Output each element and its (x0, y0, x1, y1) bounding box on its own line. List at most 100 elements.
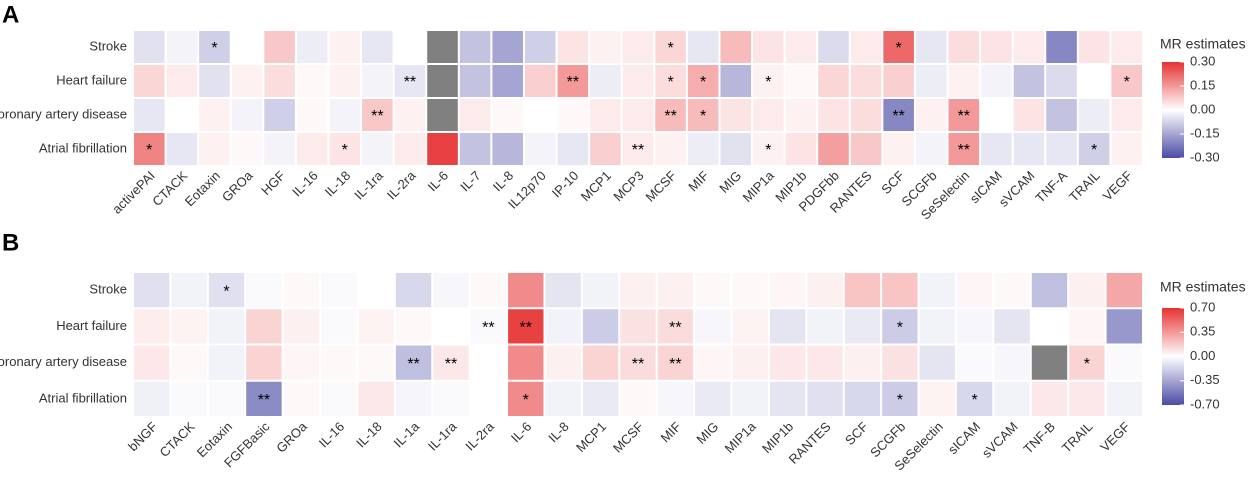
x-tick-label: VEGF (1100, 168, 1136, 204)
heat-cell (655, 65, 686, 97)
heat-cell (720, 65, 752, 97)
x-tick-label: MIG (716, 168, 744, 196)
heat-cell (470, 381, 507, 416)
x-tick-label: HGF (258, 168, 288, 198)
heat-cell (433, 381, 469, 416)
heat-cell (948, 99, 980, 131)
heat-cell (919, 345, 955, 380)
x-tick-label: bNGF (125, 419, 160, 454)
heat-cell (732, 309, 768, 344)
heat-cell (657, 345, 694, 380)
heat-cell (883, 31, 914, 63)
heat-cell (394, 99, 426, 131)
heat-cell (296, 65, 328, 97)
heat-cell (134, 309, 170, 344)
heat-cell (134, 345, 170, 380)
heat-cell (850, 133, 882, 165)
heat-cell (470, 309, 507, 344)
x-tick-label: IL-2ra (462, 418, 497, 453)
row-label: Atrial fibrillation (39, 140, 127, 155)
heat-cell (1106, 381, 1142, 416)
heat-cell (395, 345, 432, 380)
heat-cell (915, 31, 947, 63)
heat-cell (459, 31, 491, 63)
heat-cell (948, 133, 980, 165)
color-tick-label: 0.70 (1190, 299, 1215, 314)
heat-cell (695, 345, 731, 380)
heat-cell (769, 345, 806, 380)
heat-cell (818, 65, 849, 97)
heat-cell (394, 133, 426, 165)
x-tick-label: sVCAM (979, 419, 1021, 461)
heat-cell (818, 31, 849, 63)
x-tick-label: MCSF (642, 168, 679, 205)
x-tick-label: SCF (878, 168, 907, 197)
x-tick-label: IL-7 (457, 168, 483, 194)
x-tick-label: RANTES (786, 419, 834, 467)
heat-cell (283, 309, 320, 344)
heat-cell (459, 65, 491, 97)
heat-cell (427, 99, 458, 131)
heat-cell (492, 65, 523, 97)
color-tick-label: -0.15 (1190, 125, 1220, 140)
heat-cell (508, 309, 544, 344)
heat-cell (231, 133, 263, 165)
heat-cell (753, 31, 784, 63)
heat-cell (582, 345, 619, 380)
heat-cell (492, 99, 523, 131)
x-tick-label: MIP1a (740, 167, 778, 205)
x-tick-label: SCF (842, 419, 871, 448)
heat-cell (1111, 99, 1142, 131)
heat-cell (362, 31, 393, 63)
heat-cell (785, 65, 817, 97)
heat-cell (358, 273, 394, 308)
heat-cell (524, 133, 556, 165)
heat-cell (134, 273, 170, 308)
significance-star: * (223, 283, 229, 300)
heat-cell (358, 309, 394, 344)
heat-cell (283, 273, 320, 308)
x-tick-label: IL-16 (316, 419, 348, 451)
heat-cell (459, 133, 491, 165)
heat-cell (208, 381, 245, 416)
significance-star: * (1091, 142, 1097, 159)
heat-cell (720, 133, 752, 165)
heat-cell (1106, 273, 1142, 308)
x-tick-label: TNF-A (1032, 168, 1070, 206)
significance-star: ** (669, 356, 681, 373)
heat-cell (394, 31, 426, 63)
heat-cell (246, 309, 282, 344)
color-tick-label: 0.00 (1190, 348, 1215, 363)
heat-cell (919, 273, 955, 308)
heat-cell (1069, 345, 1105, 380)
heat-cell (264, 31, 295, 63)
significance-star: * (342, 142, 348, 159)
heat-cell (264, 99, 295, 131)
x-tick-label: IL-8 (490, 168, 516, 194)
heat-cell (1078, 133, 1110, 165)
significance-star: * (972, 392, 978, 409)
heat-cell (844, 381, 881, 416)
heat-cell (524, 99, 556, 131)
heat-cell (545, 345, 581, 380)
significance-star: * (765, 74, 771, 91)
heat-cell (199, 65, 230, 97)
heat-cell (622, 133, 654, 165)
heat-cell (264, 133, 295, 165)
heat-cell (622, 31, 654, 63)
heat-cell (883, 65, 914, 97)
significance-star: ** (258, 392, 270, 409)
heat-cell (362, 99, 393, 131)
heat-cell (590, 133, 621, 165)
heat-cell (818, 133, 849, 165)
heat-cell (524, 31, 556, 63)
heat-cell (850, 31, 882, 63)
heat-cell (769, 381, 806, 416)
heat-cell (622, 65, 654, 97)
heat-cell (1031, 273, 1068, 308)
significance-star: * (1124, 74, 1130, 91)
x-tick-label: CTACK (149, 168, 190, 209)
heat-cell (1078, 31, 1110, 63)
heat-cell (657, 309, 694, 344)
color-tick-label: -0.70 (1190, 396, 1220, 411)
